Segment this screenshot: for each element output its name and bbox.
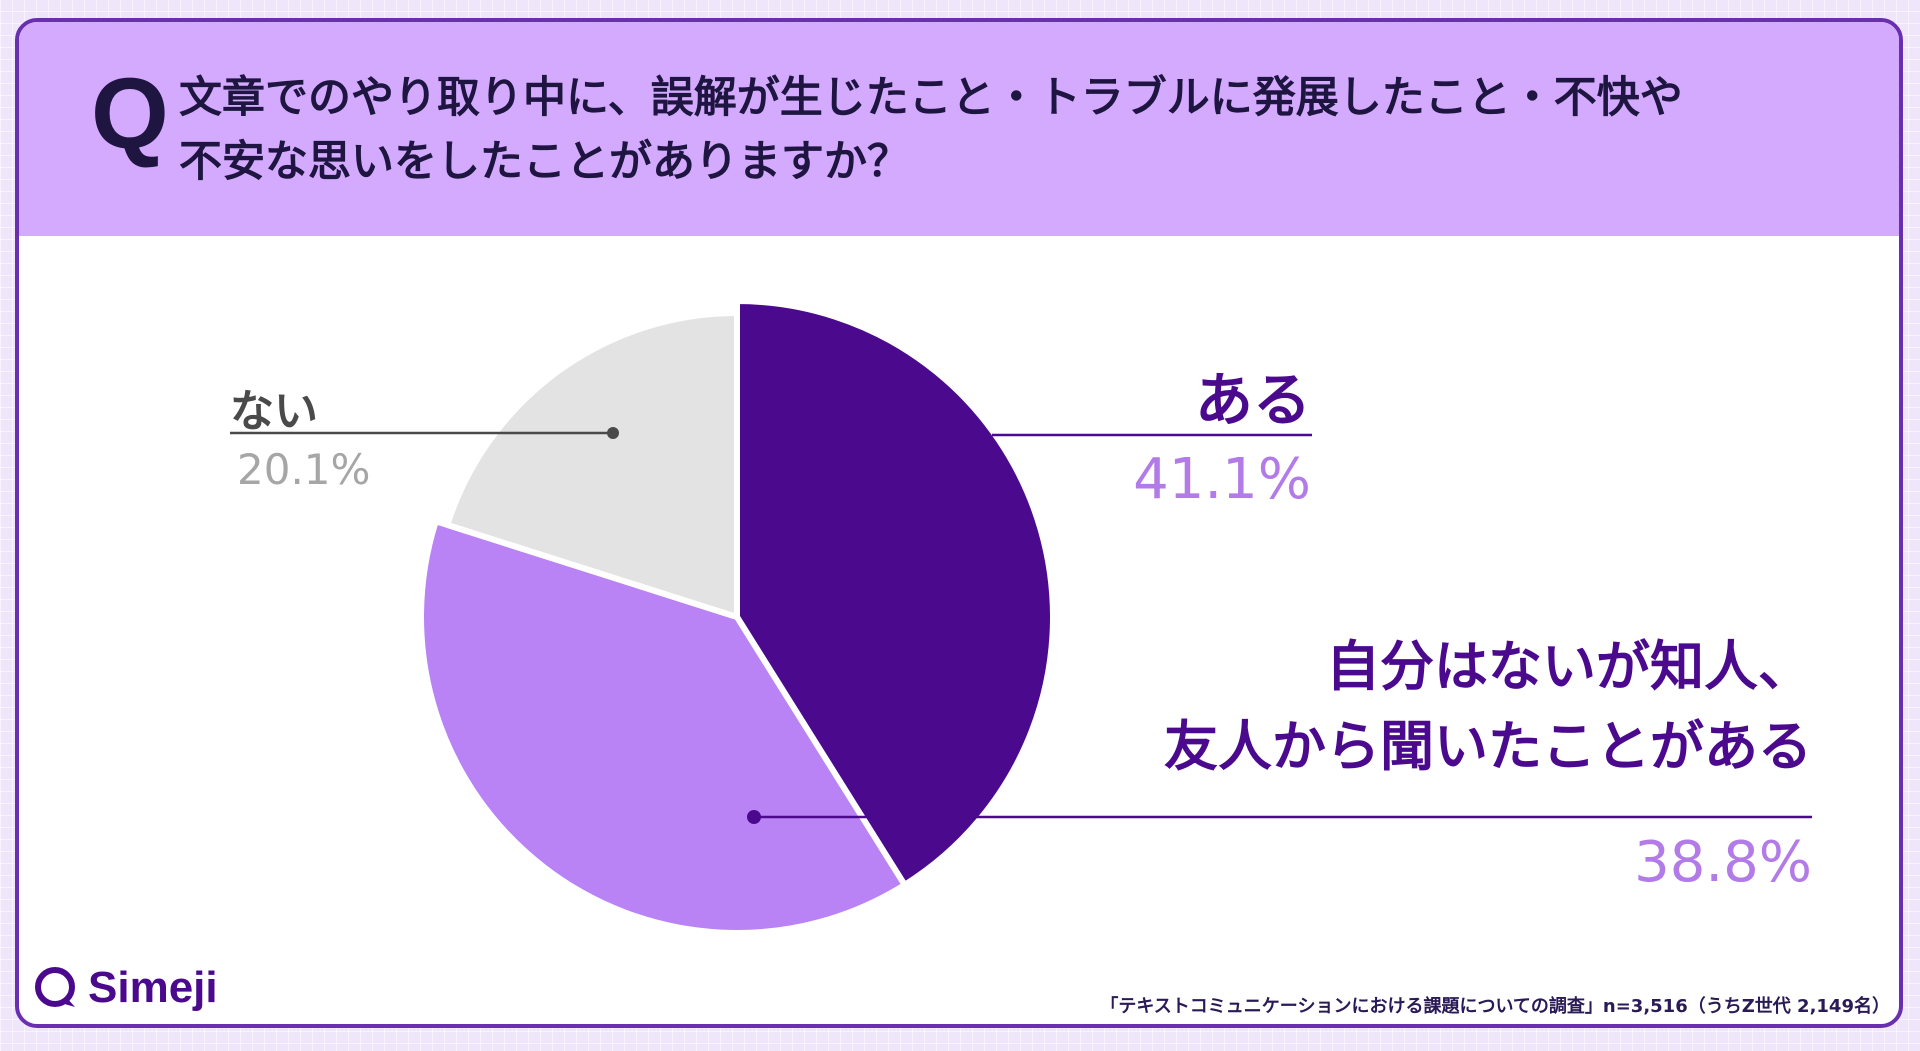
question-text: 文章でのやり取り中に、誤解が生じたこと・トラブルに発展したこと・不快や 不安な思… xyxy=(179,66,1819,194)
question-banner: Q 文章でのやり取り中に、誤解が生じたこと・トラブルに発展したこと・不快や 不安… xyxy=(19,22,1899,236)
slice-label-friend: 自分はないが知人、 友人から聞いたことがある xyxy=(1164,627,1812,787)
logo-wordmark: Simeji xyxy=(88,963,218,1012)
slice-label-friend-line-1: 自分はないが知人、 xyxy=(1326,635,1812,698)
chart-card: Q 文章でのやり取り中に、誤解が生じたこと・トラブルに発展したこと・不快や 不安… xyxy=(15,18,1903,1028)
question-line-2: 不安な思いをしたことがありますか？ xyxy=(179,137,910,187)
slice-value-nai: 20.1% xyxy=(237,445,371,494)
speech-bubble-icon xyxy=(35,967,75,1007)
slice-label-friend-line-2: 友人から聞いたことがある xyxy=(1164,715,1812,778)
slice-value-friend: 38.8% xyxy=(1634,830,1812,895)
question-mark: Q xyxy=(91,58,169,170)
slice-value-aru: 41.1% xyxy=(1133,447,1311,512)
simeji-logo: Simeji xyxy=(30,963,218,1013)
slice-label-nai: ない xyxy=(230,386,318,437)
question-line-1: 文章でのやり取り中に、誤解が生じたこと・トラブルに発展したこと・不快や xyxy=(179,73,1683,123)
survey-footnote: 「テキストコミュニケーションにおける課題についての調査」n=3,516（うちZ世… xyxy=(1100,996,1890,1017)
slice-label-aru: ある xyxy=(1194,366,1311,434)
